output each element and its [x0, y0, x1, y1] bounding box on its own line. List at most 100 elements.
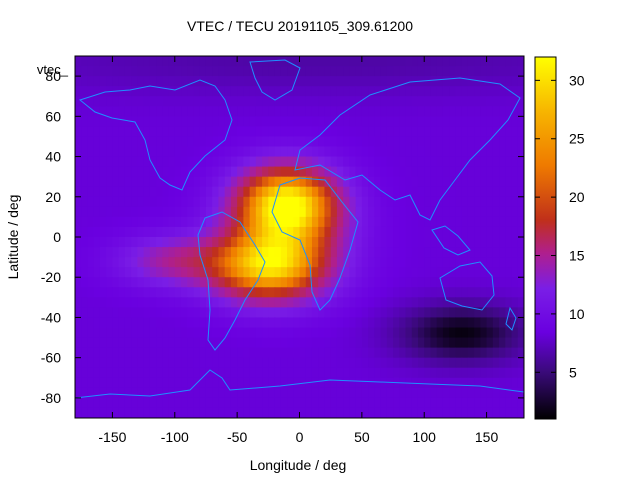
heatmap-cell — [368, 116, 375, 127]
heatmap-cell — [193, 216, 201, 228]
heatmap-cell — [393, 367, 400, 379]
heatmap-cell — [237, 257, 244, 268]
heatmap-cell — [480, 206, 488, 218]
heatmap-cell — [311, 86, 319, 97]
heatmap-cell — [93, 307, 101, 319]
heatmap-cell — [436, 327, 444, 339]
heatmap-cell — [224, 66, 232, 77]
heatmap-cell — [149, 367, 157, 379]
heatmap-cell — [193, 196, 201, 208]
heatmap-cell — [474, 56, 481, 67]
heatmap-cell — [249, 367, 257, 379]
heatmap-cell — [255, 136, 263, 148]
heatmap-cell — [480, 247, 488, 258]
heatmap-cell — [174, 287, 182, 298]
heatmap-cell — [124, 307, 132, 319]
heatmap-cell — [156, 56, 163, 67]
heatmap-cell — [75, 267, 82, 278]
heatmap-cell — [386, 106, 394, 117]
heatmap-cell — [212, 317, 220, 329]
heatmap-cell — [336, 287, 344, 298]
heatmap-cell — [81, 347, 89, 359]
heatmap-cell — [193, 226, 201, 238]
heatmap-cell — [517, 267, 524, 278]
heatmap-cell — [162, 116, 170, 127]
heatmap-cell — [517, 156, 524, 168]
heatmap-cell — [280, 156, 288, 168]
heatmap-cell — [305, 267, 313, 278]
heatmap-cell — [430, 66, 438, 77]
heatmap-cell — [449, 186, 457, 198]
heatmap-cell — [199, 156, 207, 168]
heatmap-cell — [199, 247, 207, 258]
heatmap-cell — [81, 337, 89, 349]
heatmap-cell — [436, 337, 444, 349]
heatmap-cell — [517, 146, 524, 158]
heatmap-cell — [287, 56, 294, 67]
heatmap-cell — [99, 277, 107, 288]
heatmap-cell — [461, 287, 469, 298]
heatmap-cell — [118, 237, 126, 248]
heatmap-cell — [492, 377, 500, 389]
heatmap-cell — [293, 96, 301, 107]
heatmap-cell — [255, 337, 263, 349]
heatmap-cell — [374, 66, 382, 77]
heatmap-cell — [137, 237, 145, 248]
heatmap-cell — [486, 307, 494, 319]
heatmap-cell — [137, 337, 145, 349]
heatmap-cell — [461, 337, 469, 349]
heatmap-cell — [455, 307, 463, 319]
heatmap-cell — [87, 297, 95, 308]
heatmap-cell — [361, 116, 369, 127]
heatmap-cell — [287, 146, 294, 158]
heatmap-cell — [75, 116, 82, 127]
heatmap-cell — [336, 66, 344, 77]
heatmap-cell — [499, 337, 506, 349]
heatmap-cell — [106, 297, 114, 308]
heatmap-cell — [280, 166, 288, 178]
heatmap-cell — [355, 156, 363, 168]
heatmap-cell — [474, 297, 481, 308]
heatmap-cell — [318, 56, 326, 67]
coastline-eurasia — [294, 77, 521, 221]
heatmap-cell — [274, 226, 282, 238]
heatmap-cell — [330, 307, 338, 319]
heatmap-cell — [355, 387, 363, 399]
heatmap-cell — [499, 116, 506, 127]
heatmap-cell — [174, 156, 182, 168]
heatmap-cell — [474, 156, 481, 168]
heatmap-cell — [230, 196, 238, 208]
heatmap-cell — [361, 397, 369, 409]
heatmap-cell — [230, 387, 238, 399]
heatmap-cell — [467, 287, 475, 298]
heatmap-cell — [193, 237, 201, 248]
heatmap-cell — [511, 76, 519, 87]
heatmap-cell — [324, 387, 332, 399]
heatmap-cell — [474, 76, 481, 87]
heatmap-cell — [311, 307, 319, 319]
heatmap-cell — [330, 287, 338, 298]
heatmap-cell — [349, 106, 357, 117]
heatmap-cell — [474, 387, 481, 399]
heatmap-cell — [99, 136, 107, 148]
heatmap-cell — [386, 186, 394, 198]
heatmap-cell — [205, 267, 213, 278]
heatmap-cell — [361, 337, 369, 349]
heatmap-cell — [255, 146, 263, 158]
heatmap-cell — [492, 407, 500, 418]
heatmap-cell — [361, 226, 369, 238]
heatmap-cell — [193, 86, 201, 97]
heatmap-cell — [143, 347, 151, 359]
heatmap-cell — [75, 237, 82, 248]
heatmap-cell — [486, 377, 494, 389]
heatmap-cell — [405, 66, 413, 77]
heatmap-cell — [75, 136, 82, 148]
heatmap-cell — [374, 367, 382, 379]
heatmap-cell — [124, 407, 132, 418]
heatmap-cell — [199, 237, 207, 248]
heatmap-cell — [274, 216, 282, 228]
heatmap-cell — [349, 136, 357, 148]
heatmap-cell — [368, 156, 375, 168]
heatmap-cell — [424, 277, 432, 288]
heatmap-cell — [374, 397, 382, 409]
